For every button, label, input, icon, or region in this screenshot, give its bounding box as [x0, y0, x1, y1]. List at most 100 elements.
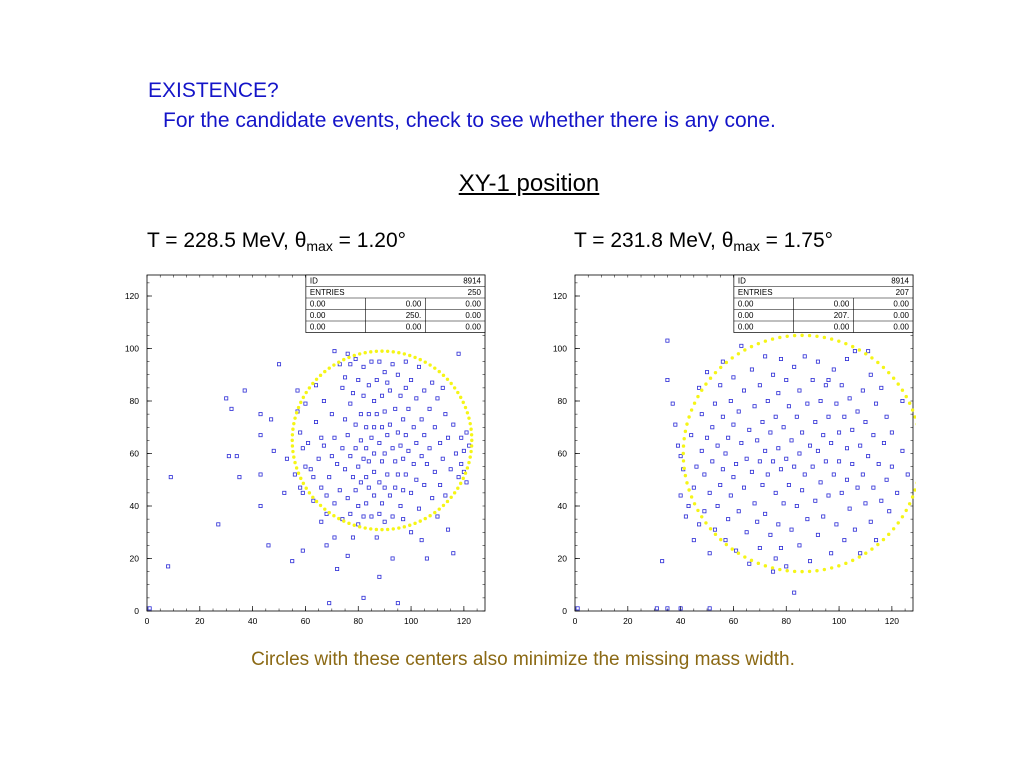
plot-title-right-sub: max: [733, 238, 760, 254]
right-stats-cell: 0.00: [834, 323, 850, 332]
right-data-point: [792, 464, 797, 469]
left-data-point: [335, 461, 340, 466]
left-cone-circle-dot: [332, 514, 336, 518]
left-cone-circle-dot: [469, 449, 473, 454]
left-cone-circle-dot: [291, 449, 295, 454]
right-stats-id-label: ID: [738, 277, 746, 286]
left-data-point: [364, 425, 369, 430]
right-data-point: [771, 372, 776, 377]
right-cone-circle-dot: [887, 532, 891, 537]
left-data-point: [366, 485, 371, 490]
left-cone-circle-dot: [294, 411, 299, 415]
left-data-point: [432, 469, 437, 474]
right-data-point: [900, 398, 905, 403]
right-y-tick-label: 60: [558, 449, 568, 459]
left-data-point: [311, 475, 316, 480]
right-cone-circle-dot: [800, 569, 804, 574]
right-data-point: [771, 569, 776, 574]
left-cone-circle-dot: [468, 421, 472, 426]
left-data-point: [443, 412, 448, 417]
right-cone-circle-dot: [891, 527, 896, 531]
left-data-point: [419, 538, 424, 543]
right-cone-circle-dot: [910, 495, 915, 499]
left-data-point: [414, 477, 419, 482]
left-data-point: [290, 559, 295, 564]
left-data-point: [350, 535, 355, 540]
left-data-point: [313, 383, 318, 388]
left-stats-cell: 0.00: [406, 300, 422, 309]
right-cone-circle-dot: [713, 532, 718, 537]
right-data-point: [837, 430, 842, 435]
left-data-point: [361, 364, 366, 369]
left-cone-circle-dot: [299, 400, 303, 405]
left-cone-circle-dot: [465, 411, 470, 415]
left-cone-circle-dot: [307, 491, 312, 495]
left-data-point: [224, 396, 229, 401]
left-cone-circle-dot: [301, 481, 306, 486]
right-data-point: [739, 440, 744, 445]
left-cone-circle-dot: [304, 390, 308, 395]
left-data-point: [226, 454, 231, 459]
right-x-tick-label: 100: [832, 616, 846, 626]
right-cone-circle-dot: [778, 335, 782, 340]
right-cone-circle-dot: [881, 537, 886, 542]
right-data-point: [842, 414, 847, 419]
left-cone-circle-dot: [293, 416, 297, 420]
left-cone-circle-dot: [293, 460, 297, 465]
right-data-point: [749, 367, 754, 372]
left-cone-circle-dot: [467, 416, 471, 420]
right-data-point: [858, 443, 863, 448]
right-data-point: [852, 527, 857, 532]
right-cone-circle-dot: [730, 547, 734, 551]
left-stats-cell: 250.: [406, 311, 422, 320]
left-data-point: [451, 551, 456, 556]
left-data-point: [332, 501, 337, 506]
right-data-point: [831, 367, 836, 372]
plot-title-right-suffix: = 1.75°: [759, 229, 834, 252]
left-cone-circle-dot: [445, 499, 450, 504]
right-cone-circle-dot: [770, 337, 775, 341]
left-data-point: [387, 422, 392, 427]
right-data-point: [715, 503, 720, 508]
left-data-point: [345, 351, 350, 356]
right-data-point: [868, 372, 873, 377]
left-data-point: [459, 435, 464, 440]
right-cone-circle-dot: [887, 370, 891, 375]
left-data-point: [229, 406, 234, 411]
right-data-point: [712, 401, 717, 406]
left-stats-cell: 0.00: [310, 323, 326, 332]
right-cone-circle-dot: [844, 561, 848, 566]
right-data-point: [752, 404, 757, 409]
right-data-point: [699, 412, 704, 417]
right-data-point: [678, 606, 683, 611]
right-data-point: [831, 472, 836, 477]
left-data-point: [361, 393, 366, 398]
right-data-point: [678, 454, 683, 459]
right-cone-circle-dot: [730, 356, 734, 360]
right-cone-circle-dot: [822, 335, 827, 340]
left-y-tick-label: 0: [134, 606, 139, 616]
left-data-point: [416, 506, 421, 511]
left-data-point: [216, 522, 221, 527]
left-data-point: [258, 412, 263, 417]
right-cone-circle-dot: [881, 365, 886, 370]
right-stats-id-value: 8914: [891, 277, 909, 286]
left-data-point: [343, 467, 348, 472]
left-data-point: [419, 454, 424, 459]
right-data-point: [860, 388, 865, 393]
left-data-point: [306, 440, 311, 445]
left-data-point: [300, 490, 305, 495]
right-cone-circle-dot: [785, 568, 789, 573]
left-stats-cell: 0.00: [406, 323, 422, 332]
left-data-point: [424, 461, 429, 466]
left-cone-circle-dot: [374, 527, 379, 532]
section-title: XY-1 position: [458, 170, 600, 197]
right-data-point: [852, 349, 857, 354]
right-cone-circle-dot: [681, 459, 686, 463]
right-stats-cell: 0.00: [738, 311, 754, 320]
right-stats-cell: 0.00: [834, 300, 850, 309]
left-data-point: [353, 422, 358, 427]
left-cone-circle-dot: [291, 427, 295, 431]
left-data-point: [327, 475, 332, 480]
left-data-point: [324, 543, 329, 548]
